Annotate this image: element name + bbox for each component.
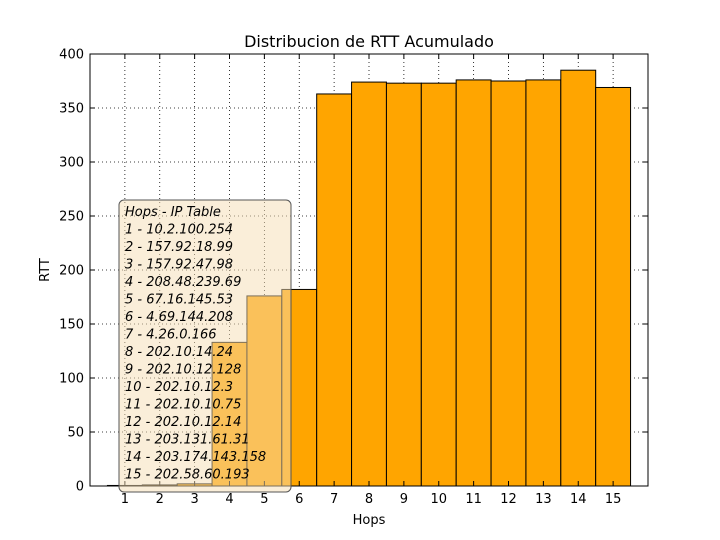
x-tick-label: 15 [605, 492, 622, 507]
legend-entry: 11 - 202.10.10.75 [125, 398, 241, 413]
y-tick-label: 150 [59, 318, 84, 333]
x-tick-label: 4 [225, 492, 233, 507]
legend-background [118, 199, 292, 493]
legend-entry: 3 - 157.92.47.98 [125, 258, 233, 273]
axis-ticks: 1 2 3 4 5 6 7 8 9 10 11 12 13 14 150501001502002503003… [59, 48, 648, 507]
x-tick-label: 3 [190, 492, 198, 507]
x-tick-label: 11 [465, 492, 482, 507]
legend-entry: 4 - 208.48.239.69 [125, 275, 241, 290]
bar-hop-14 [560, 69, 597, 487]
y-tick-label: 400 [59, 48, 84, 63]
x-tick-label: 14 [570, 492, 587, 507]
y-tick-label: 200 [59, 264, 84, 279]
x-tick-label: 13 [535, 492, 552, 507]
bar-hop-8 [351, 81, 387, 487]
bar-hop-12 [490, 80, 527, 487]
legend-entry: 13 - 203.131.61.31 [125, 433, 250, 448]
x-tick-label: 5 [260, 492, 268, 507]
bar-hop-11 [455, 79, 492, 487]
chart-title: Distribucion de RTT Acumulado [244, 32, 494, 51]
y-axis-label: RTT [38, 258, 53, 282]
legend-entry: 12 - 202.10.12.14 [125, 415, 241, 430]
legend-title: Hops - IP Table [125, 205, 221, 220]
legend-entry: 9 - 202.10.12.128 [125, 363, 241, 378]
x-tick-label: 12 [500, 492, 517, 507]
legend-entry: 8 - 202.10.14.24 [125, 345, 233, 360]
x-tick-label: 8 [365, 492, 373, 507]
y-tick-label: 50 [67, 426, 84, 441]
y-tick-label: 0 [76, 480, 84, 495]
y-tick-label: 350 [59, 102, 84, 117]
x-tick-label: 10 [430, 492, 447, 507]
bar-hop-10 [420, 82, 457, 487]
legend-entry: 14 - 203.174.143.158 [125, 450, 266, 465]
x-tick-label: 9 [400, 492, 408, 507]
legend-entry: 15 - 202.58.60.193 [125, 468, 250, 483]
x-tick-label: 1 [121, 492, 129, 507]
y-tick-label: 100 [59, 372, 84, 387]
legend-box: Hops - IP Table 1 - 10.2.100.254 2 - 157.9… [118, 199, 292, 493]
bar-hop-7 [316, 93, 353, 487]
x-tick-label: 2 [156, 492, 164, 507]
bar-hop-13 [525, 79, 562, 487]
legend-entry: 10 - 202.10.12.3 [125, 380, 233, 395]
bar-hop-9 [385, 82, 422, 487]
x-tick-label: 6 [295, 492, 303, 507]
legend-entry: 2 - 157.92.18.99 [125, 240, 233, 255]
legend-entry: 1 - 10.2.100.254 [125, 223, 233, 238]
y-tick-label: 250 [59, 210, 84, 225]
x-axis-label: Hops [353, 513, 386, 528]
y-tick-label: 300 [59, 156, 84, 171]
legend-entry: 6 - 4.69.144.208 [125, 310, 233, 325]
x-tick-label: 7 [330, 492, 338, 507]
bar-hop-15 [595, 86, 632, 487]
legend-entry: 7 - 4.26.0.166 [125, 328, 217, 343]
legend-entry: 5 - 67.16.145.53 [125, 293, 233, 308]
